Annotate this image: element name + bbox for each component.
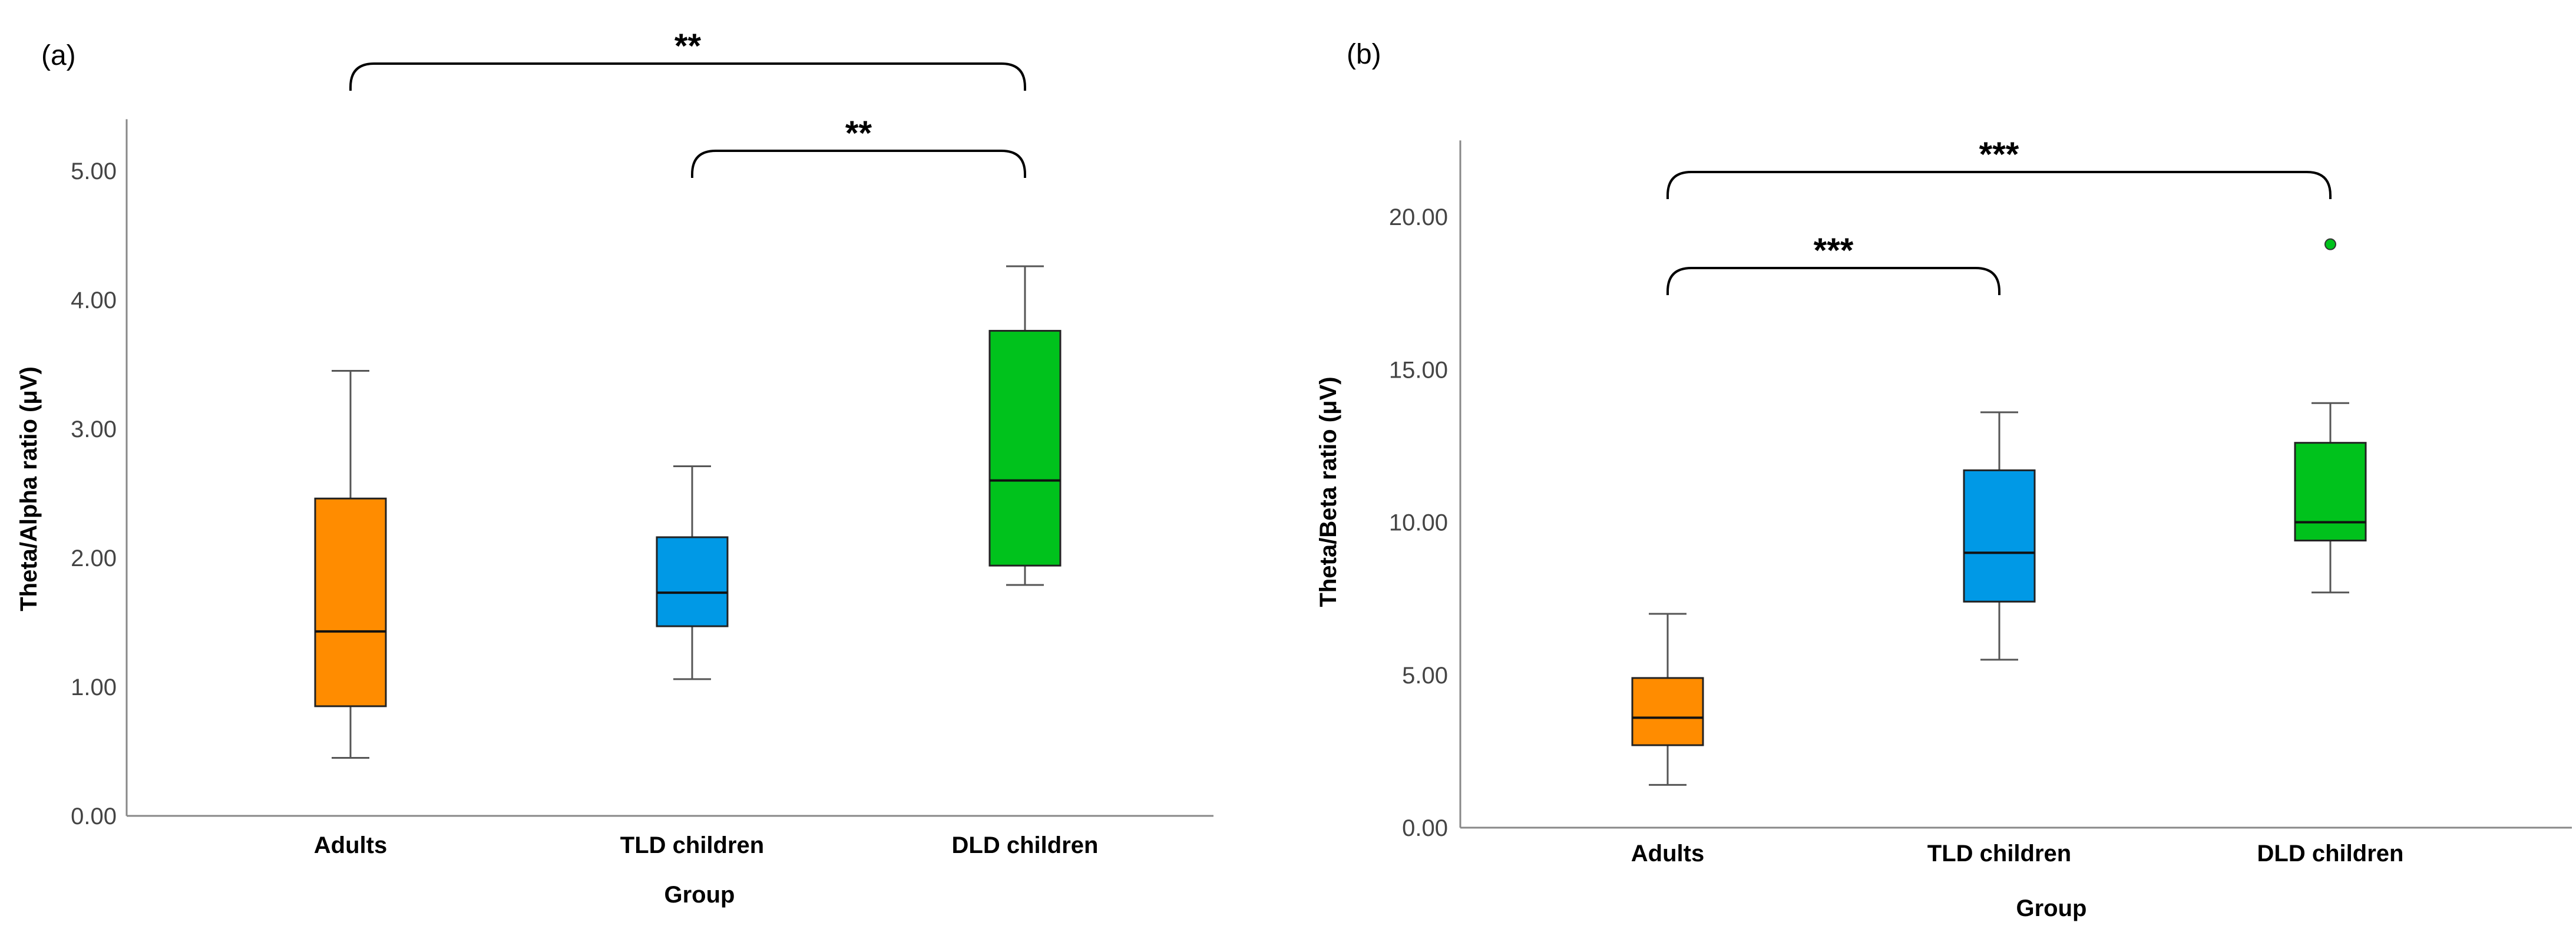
significance-label: ** [845,114,872,153]
x-tick-label: TLD children [620,832,764,858]
box-tld-children [1963,411,2036,661]
significance-bracket [691,150,1026,178]
iqr-box [2294,442,2367,542]
y-tick-label: 4.00 [71,287,117,313]
outlier-point [2324,238,2336,250]
y-tick-label: 20.00 [1389,204,1448,230]
chart-svg: (a) 0.00 1.00 2.00 3.00 4.00 5.00 Adults TLD chi… [16,27,1213,908]
box-tld-children [656,465,729,680]
y-tick-label: 5.00 [71,158,117,184]
iqr-box [314,497,387,707]
significance-label: *** [1979,135,2019,174]
y-axis-title: Theta/Beta ratio (μV) [1315,376,1341,607]
x-tick-label: TLD children [1927,841,2071,867]
significance-bracket [1666,171,2332,199]
y-tick-label: 10.00 [1389,510,1448,536]
box-adults [1631,613,1704,786]
y-tick-label: 0.00 [71,804,117,829]
iqr-box [988,330,1062,567]
chart-svg: (b) 0.00 5.00 10.00 15.00 20.00 Adults TLD chil… [1315,39,2572,921]
box-adults [314,369,387,759]
y-tick-label: 3.00 [71,416,117,442]
iqr-box [1963,469,2036,603]
y-tick-label: 2.00 [71,545,117,571]
iqr-box [1631,677,1704,746]
significance-label: ** [674,27,702,65]
iqr-box [656,536,729,627]
box-dld-children [988,265,1062,586]
significance-bracket [349,62,1026,91]
x-tick-label: DLD children [2257,841,2404,867]
significance-label: *** [1814,232,1854,270]
x-axis-title: Group [664,882,735,908]
panel-a-theta-alpha: (a) 0.00 1.00 2.00 3.00 4.00 5.00 Adults TLD chi… [16,27,1213,908]
panel-label: (b) [1347,39,1381,70]
x-axis-title: Group [2016,895,2087,921]
panel-b-theta-beta: (b) 0.00 5.00 10.00 15.00 20.00 Adults TLD chil… [1288,0,2576,939]
y-tick-label: 15.00 [1389,357,1448,383]
x-tick-label: DLD children [952,832,1099,858]
y-tick-label: 1.00 [71,675,117,700]
y-tick-label: 0.00 [1402,815,1448,841]
y-tick-label: 5.00 [1402,663,1448,689]
significance-bracket [1666,267,2000,295]
box-dld-children [2294,402,2367,594]
panel-label: (a) [41,40,76,71]
x-tick-label: Adults [314,832,387,858]
y-axis-title: Theta/Alpha ratio (μV) [16,366,42,611]
x-tick-label: Adults [1631,841,1704,867]
